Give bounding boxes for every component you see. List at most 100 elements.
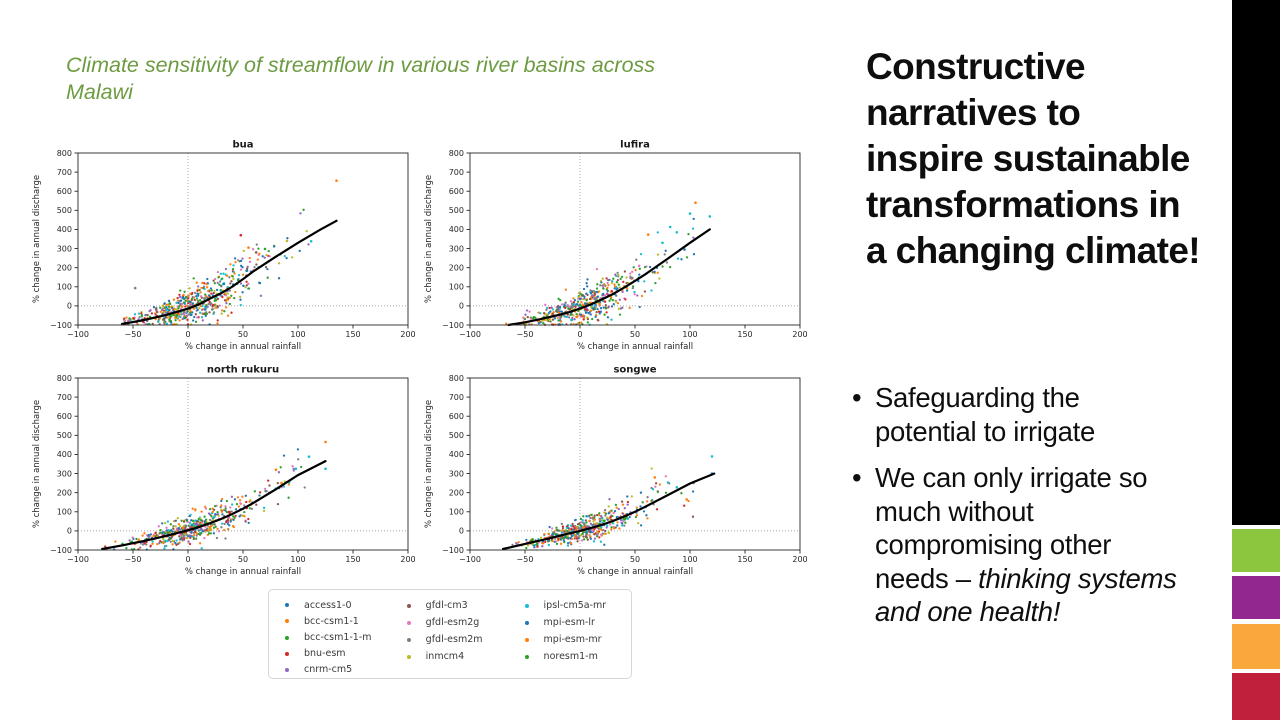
svg-text:300: 300: [449, 469, 464, 478]
svg-text:−50: −50: [125, 330, 142, 339]
side-black-bar: [1232, 0, 1280, 525]
svg-text:200: 200: [792, 330, 807, 339]
chart-title: bua: [232, 140, 253, 151]
svg-text:700: 700: [449, 393, 464, 402]
slide-heading: Constructive narratives to inspire susta…: [866, 46, 1201, 271]
chart-title: songwe: [613, 365, 656, 376]
svg-text:400: 400: [57, 450, 72, 459]
legend-marker-dot: [524, 654, 529, 659]
legend-item: mpi-esm-lr: [524, 614, 631, 631]
legend-item: cnrm-cm5: [285, 662, 407, 678]
svg-text:200: 200: [57, 263, 72, 272]
scatter-points: [104, 440, 327, 551]
svg-text:0: 0: [577, 555, 582, 564]
svg-text:800: 800: [449, 149, 464, 158]
svg-text:200: 200: [792, 555, 807, 564]
svg-text:−100: −100: [442, 321, 464, 330]
bullet-text-segment: Safeguarding the potential to irrigate: [875, 382, 1095, 447]
y-axis-label: % change in annual discharge: [424, 175, 434, 303]
chart-north-rukuru: −100 −50 0 50 100 150 200 −100 0 100 200 300 400 500 6…: [32, 365, 416, 578]
legend-item-label: ipsl-cm5a-mr: [543, 600, 607, 611]
legend-item: bcc-csm1-1: [285, 613, 407, 629]
bullet-item: • Safeguarding the potential to irrigate: [850, 381, 1188, 448]
svg-text:200: 200: [449, 488, 464, 497]
svg-text:50: 50: [630, 555, 640, 564]
svg-text:0: 0: [67, 527, 72, 536]
svg-text:−100: −100: [67, 555, 89, 564]
scatter-points: [511, 455, 714, 550]
legend-marker-dot: [285, 651, 289, 656]
svg-text:0: 0: [67, 302, 72, 311]
legend-column: ipsl-cm5a-mr mpi-esm-lr mpi-esm-mr noresm1-…: [524, 597, 631, 678]
fit-curve: [101, 460, 327, 551]
svg-text:600: 600: [57, 187, 72, 196]
accent-square-orange: [1232, 624, 1280, 669]
legend-item-label: bnu-esm: [304, 648, 346, 660]
svg-text:0: 0: [459, 527, 464, 536]
legend-marker-dot: [406, 654, 411, 659]
svg-text:600: 600: [449, 412, 464, 421]
svg-text:−50: −50: [517, 330, 534, 339]
svg-text:0: 0: [459, 302, 464, 311]
legend-item-label: mpi-esm-lr: [543, 617, 595, 628]
legend-marker-dot: [406, 603, 411, 608]
svg-text:0: 0: [185, 555, 190, 564]
legend-marker-dot: [406, 637, 411, 642]
svg-text:200: 200: [57, 488, 72, 497]
svg-text:−50: −50: [125, 555, 142, 564]
svg-text:−50: −50: [517, 555, 534, 564]
legend-item: gfdl-esm2m: [406, 631, 525, 648]
svg-text:700: 700: [57, 393, 72, 402]
svg-text:−100: −100: [459, 330, 481, 339]
svg-text:−100: −100: [50, 321, 72, 330]
slide-title: Climate sensitivity of streamflow in var…: [66, 52, 766, 106]
svg-text:−100: −100: [442, 546, 464, 555]
svg-text:400: 400: [449, 225, 464, 234]
svg-text:100: 100: [449, 508, 464, 517]
legend-item-label: cnrm-cm5: [304, 664, 353, 676]
svg-text:0: 0: [577, 330, 582, 339]
legend-item: bcc-csm1-1-m: [285, 629, 407, 645]
svg-text:800: 800: [57, 149, 72, 158]
svg-text:800: 800: [57, 374, 72, 383]
svg-text:150: 150: [737, 330, 752, 339]
legend-item-label: bcc-csm1-1-m: [304, 632, 372, 643]
accent-square-red: [1232, 673, 1280, 720]
legend-column: gfdl-cm3 gfdl-esm2g gfdl-esm2m inmcm4: [406, 597, 525, 678]
legend-column: access1-0 bcc-csm1-1 bcc-csm1-1-m bnu-esm cn…: [285, 597, 407, 678]
x-axis-label: % change in annual rainfall: [185, 342, 301, 352]
svg-text:500: 500: [449, 431, 464, 440]
svg-text:300: 300: [449, 244, 464, 253]
legend-item: gfdl-cm3: [406, 597, 525, 614]
legend-item: mpi-esm-mr: [524, 631, 631, 648]
accent-square-purple: [1232, 576, 1280, 619]
svg-text:800: 800: [449, 374, 464, 383]
svg-text:100: 100: [682, 330, 697, 339]
x-axis-label: % change in annual rainfall: [185, 567, 301, 577]
legend-item-label: gfdl-esm2m: [425, 634, 483, 645]
legend-marker-dot: [285, 635, 289, 640]
svg-text:150: 150: [345, 555, 360, 564]
scatter-points: [122, 179, 338, 326]
svg-text:300: 300: [57, 244, 72, 253]
legend-item-label: noresm1-m: [543, 651, 598, 662]
y-axis-label: % change in annual discharge: [32, 175, 42, 303]
chart-bua: −100 −50 0 50 100 150 200 −100 0 100 200 300 400 500 6…: [32, 140, 416, 353]
svg-text:100: 100: [449, 283, 464, 292]
legend-marker-dot: [285, 603, 289, 608]
legend-item: inmcm4: [406, 648, 525, 665]
svg-text:50: 50: [630, 330, 640, 339]
y-axis-label: % change in annual discharge: [32, 400, 42, 528]
fit-curve: [501, 472, 716, 551]
bullet-marker: •: [852, 462, 862, 493]
legend-item-label: gfdl-esm2g: [425, 617, 480, 628]
svg-text:50: 50: [238, 555, 248, 564]
bullet-item: • We can only irrigate so much without co…: [850, 461, 1188, 629]
legend-marker-dot: [524, 637, 529, 642]
chart-legend: access1-0 bcc-csm1-1 bcc-csm1-1-m bnu-esm cn…: [268, 589, 632, 679]
svg-text:600: 600: [449, 187, 464, 196]
legend-item: noresm1-m: [524, 648, 631, 665]
bullet-text-segment: We can only irrigate so much without com…: [875, 462, 1148, 594]
svg-text:500: 500: [57, 206, 72, 215]
